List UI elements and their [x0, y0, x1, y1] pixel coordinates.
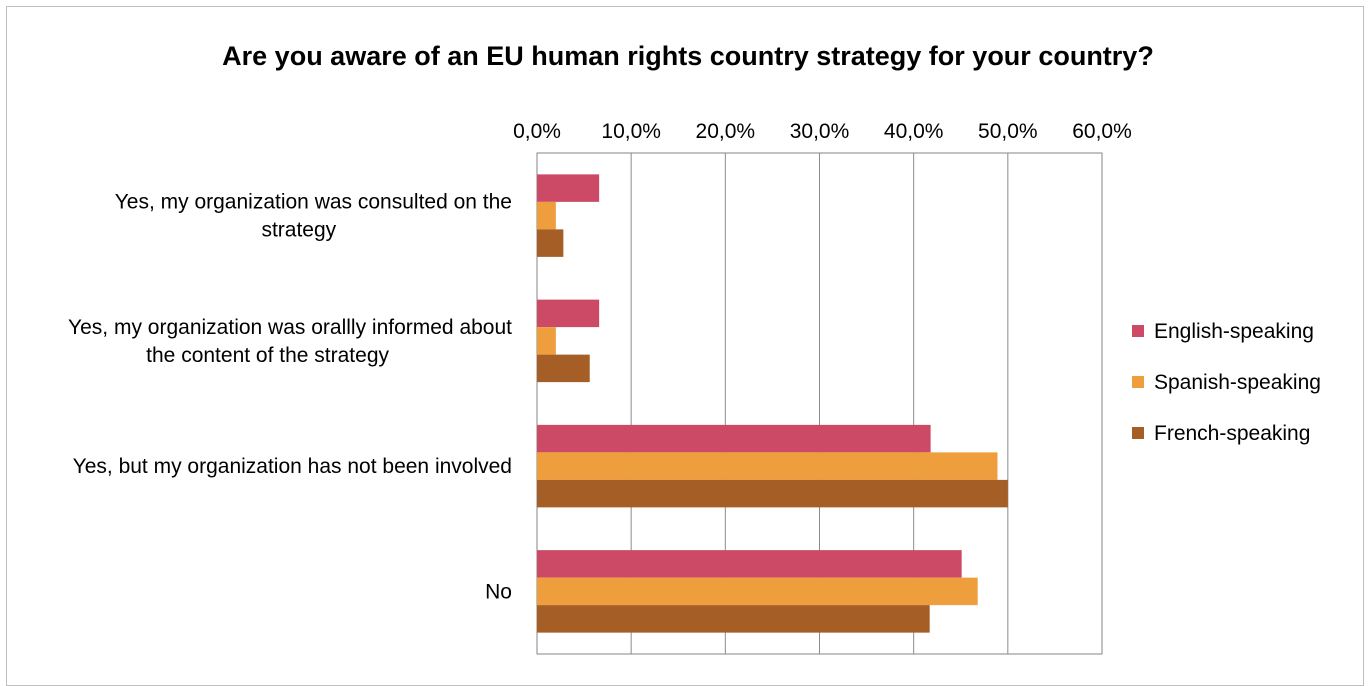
category-label-0-line-1: strategy [261, 219, 336, 242]
legend-swatch-1 [1132, 376, 1144, 388]
bar-0-2 [537, 229, 564, 257]
bar-0-1 [537, 201, 556, 230]
bar-3-1 [537, 577, 978, 606]
bar-0-0 [537, 174, 600, 202]
x-tick-label-2: 20,0% [696, 120, 756, 143]
bar-3-0 [537, 550, 962, 578]
bar-3-2 [537, 605, 930, 633]
category-label-3-line-0: No [485, 580, 512, 603]
legend-label-0: English-speaking [1154, 320, 1314, 343]
x-tick-label-0: 0,0% [513, 120, 561, 143]
legend-swatch-2 [1132, 427, 1144, 439]
category-label-1-line-1: the content of the strategy [146, 344, 389, 367]
bar-2-0 [537, 424, 931, 453]
legend: English-speaking Spanish-speaking French-s… [1132, 320, 1321, 445]
x-tick-label-5: 50,0% [978, 120, 1038, 143]
legend-swatch-0 [1132, 325, 1144, 337]
x-tick-label-1: 10,0% [601, 120, 661, 143]
plot-area-border [536, 152, 1103, 655]
chart-title: Are you aware of an EU human rights coun… [222, 41, 1154, 71]
x-axis-tick-labels: 0,0% 10,0% 20,0% 30,0% 40,0% 50,0% 60,0% [513, 120, 1132, 143]
legend-label-1: Spanish-speaking [1154, 371, 1321, 394]
category-labels: Yes, my organization was consulted on th… [68, 191, 512, 604]
category-label-0-line-0: Yes, my organization was consulted on th… [115, 191, 512, 214]
category-label-1-line-0: Yes, my organization was orallly informe… [68, 316, 512, 339]
bar-1-0 [537, 299, 600, 328]
bar-1-1 [537, 327, 556, 355]
bars [537, 174, 1008, 633]
legend-label-2: French-speaking [1154, 422, 1310, 445]
x-tick-label-4: 40,0% [884, 120, 944, 143]
category-label-2-line-0: Yes, but my organization has not been in… [73, 455, 512, 478]
bar-2-1 [537, 452, 998, 480]
x-tick-label-6: 60,0% [1072, 120, 1132, 143]
bar-2-2 [537, 479, 1008, 508]
bar-1-2 [537, 354, 590, 383]
x-tick-label-3: 30,0% [790, 120, 850, 143]
